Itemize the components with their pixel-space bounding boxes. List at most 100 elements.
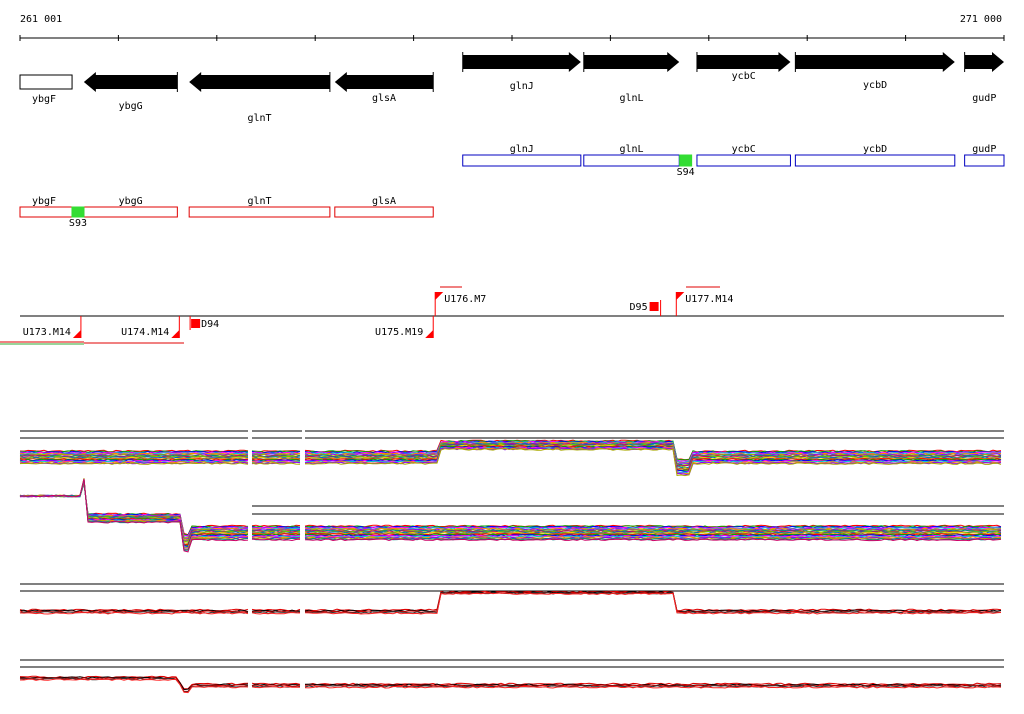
tu-flag [72,330,81,338]
expression-profile-line [251,534,301,538]
gene-arrow [583,52,680,72]
ruler-ticks [19,35,1005,41]
transcription-unit-track: U173.M14 U174.M14 U175.M19 U176.M7 U177.M14 D… [0,286,1004,345]
expression-profile-line [251,525,301,528]
expression-profile-line [251,453,301,456]
operon-label: glnT [247,196,271,207]
terminator-label: D94 [201,319,219,330]
gene-label: glsA [372,93,396,104]
tu-flag [171,330,180,338]
operon-box [334,206,434,218]
gene-arrow [795,52,955,72]
gene-label: glnL [619,93,643,104]
operon-box [696,154,791,167]
expression-profile-line [304,442,1002,467]
expression-profile-line [304,529,1002,533]
expression-profile-line [19,451,249,455]
expression-profile-line [251,462,301,465]
gene-label: glnT [247,113,271,124]
tu-flag [425,330,434,338]
gene-label: ybgF [32,94,56,105]
expression-profile-line [19,611,249,615]
gene-arrow [334,72,434,92]
gene-label: ycbC [732,71,756,82]
operon-box [794,154,956,167]
gene-label: glnJ [510,81,534,92]
gene-arrow [83,72,178,92]
expression-profile-line [252,538,301,542]
operon-label: gudP [972,144,996,155]
expression-tracks [19,430,1004,694]
tu-label: U175.M19 [375,327,423,338]
gene-arrow [189,72,330,92]
expression-profile-line [304,592,1002,615]
expression-profile-line [251,611,301,614]
tu-markers: U173.M14 U174.M14 U175.M19 U176.M7 U177.M14 D… [23,292,733,338]
expression-profile-line [304,446,1002,473]
operon-label: glnL [619,144,643,155]
promoter-site-label: S93 [69,218,87,229]
terminator-marker [649,302,659,311]
ruler-start-label: 261 001 [20,14,62,25]
gene-label: ybgG [119,101,143,112]
gene-box [19,74,73,90]
expression-profile-line [304,440,1002,462]
expression-profile-line [19,677,249,693]
expression-profile-line [304,537,1002,540]
expression-profile-line [304,682,1002,686]
ruler-end-label: 271 000 [960,14,1002,25]
tu-flag [676,292,685,300]
gene-track: ybgF ybgG glnT glsA glnJ glnL ycbC ycbD gudP [19,52,1004,124]
expression-profile-line [304,448,1002,477]
operon-box [83,206,178,218]
terminator-marker [191,319,201,328]
operon-label: ycbD [863,144,887,155]
tu-label: U173.M14 [23,327,71,338]
expression-profile-line [304,444,1002,469]
coordinate-ruler: 261 001 271 000 [19,14,1005,41]
expression-profile-line [304,590,1002,612]
promoter-site-marker [679,154,693,167]
expression-profile-line [251,533,301,537]
operon-label: ybgG [119,196,143,207]
expression-profile-line [304,591,1002,613]
operon-forward-track: glnJ glnL ycbC ycbD gudP S94 [462,144,1005,178]
expression-profile-line [19,611,249,614]
expression-profile-line [20,483,249,537]
gene-arrow [462,52,581,72]
expression-profile-line [252,455,301,458]
expression-profile-line [251,453,301,457]
expression-profile-line [251,686,301,689]
tu-flag [435,292,444,300]
operon-label: ybgF [32,196,56,207]
tu-label: U177.M14 [685,294,733,305]
operon-box [583,154,680,167]
expression-profile-line [304,538,1002,542]
expression-profile-line [20,678,249,694]
expression-profile-line [251,609,301,612]
expression-profile-line [251,682,301,685]
expression-profile-line [19,478,249,553]
gene-arrow [696,52,791,72]
expression-profile-line [304,685,1002,689]
promoter-site-label: S94 [677,167,695,178]
operon-box [964,154,1005,167]
tu-label: U176.M7 [444,294,486,305]
operon-label: ycbC [732,144,756,155]
expression-profile-line [19,462,249,465]
expression-profile-line [19,461,249,465]
operon-box [188,206,331,218]
operon-reverse-track: ybgF ybgG glnT glsA S93 [19,196,434,229]
promoter-site-marker [71,206,85,218]
operon-label: glsA [372,196,396,207]
operon-box [462,154,582,167]
expression-profile-line [304,534,1002,538]
expression-profile-line [251,611,301,615]
gene-label: ycbD [863,80,887,91]
gene-arrow [964,52,1004,72]
tu-label: U174.M14 [121,327,169,338]
operon-label: glnJ [510,144,534,155]
gene-label: gudP [972,93,996,104]
expression-profile-line [19,453,249,457]
